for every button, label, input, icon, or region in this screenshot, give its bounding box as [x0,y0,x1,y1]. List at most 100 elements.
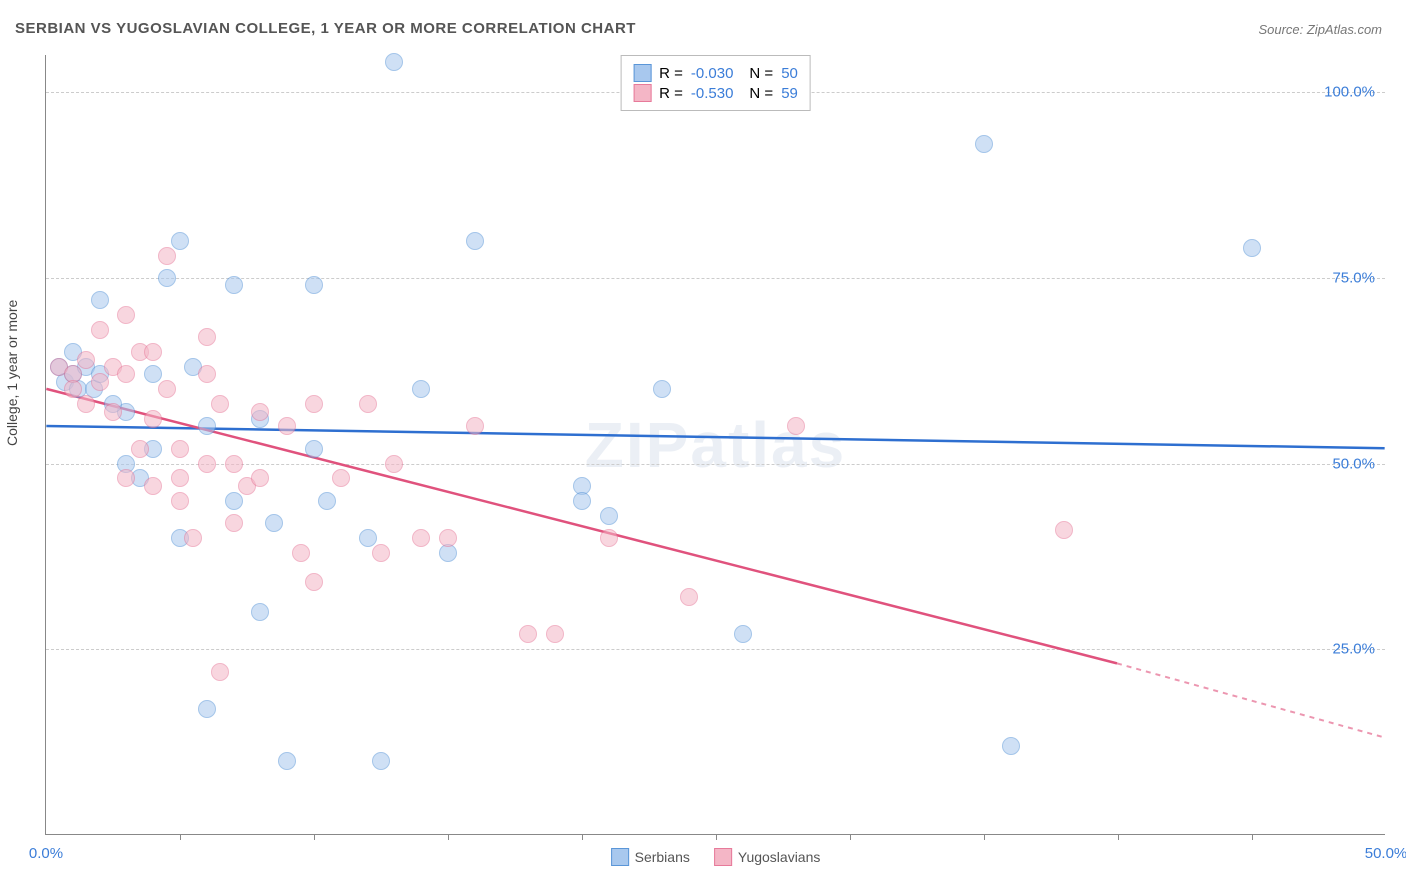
data-point [251,403,269,421]
chart-title: SERBIAN VS YUGOSLAVIAN COLLEGE, 1 YEAR O… [15,20,636,37]
data-point [131,440,149,458]
data-point [332,469,350,487]
data-point [171,469,189,487]
data-point [91,373,109,391]
gridline [46,278,1385,279]
data-point [292,544,310,562]
data-point [198,417,216,435]
data-point [77,351,95,369]
n-value-yugoslavians: 59 [781,85,798,102]
data-point [653,380,671,398]
data-point [117,469,135,487]
data-point [225,276,243,294]
legend-row-yugoslavians: R = -0.530 N = 59 [633,84,798,102]
data-point [144,365,162,383]
data-point [466,417,484,435]
r-value-yugoslavians: -0.530 [691,85,734,102]
data-point [211,395,229,413]
plot-area: ZIPatlas 25.0%50.0%75.0%100.0% 0.0%50.0%… [45,55,1385,835]
data-point [466,232,484,250]
data-point [171,492,189,510]
data-point [975,135,993,153]
xtick-mark [1252,834,1253,840]
ytick-label: 50.0% [1332,455,1375,472]
legend-swatch-icon [714,848,732,866]
data-point [680,588,698,606]
data-point [251,603,269,621]
data-point [734,625,752,643]
ytick-label: 75.0% [1332,269,1375,286]
data-point [519,625,537,643]
data-point [305,276,323,294]
data-point [158,269,176,287]
source-attribution: Source: ZipAtlas.com [1258,22,1382,37]
correlation-legend: R = -0.030 N = 50 R = -0.530 N = 59 [620,55,811,111]
data-point [278,752,296,770]
data-point [787,417,805,435]
data-point [600,529,618,547]
data-point [385,53,403,71]
data-point [225,455,243,473]
xtick-mark [716,834,717,840]
data-point [91,321,109,339]
trend-lines [46,55,1385,834]
data-point [305,395,323,413]
xtick-label: 50.0% [1365,845,1406,862]
data-point [77,395,95,413]
xtick-mark [448,834,449,840]
data-point [372,752,390,770]
data-point [359,529,377,547]
gridline [46,464,1385,465]
data-point [1055,521,1073,539]
data-point [91,291,109,309]
data-point [305,440,323,458]
xtick-mark [1118,834,1119,840]
data-point [251,469,269,487]
data-point [412,529,430,547]
xtick-mark [850,834,851,840]
legend-item-serbians: Serbians [611,848,690,866]
r-value-serbians: -0.030 [691,65,734,82]
data-point [211,663,229,681]
legend-swatch-yugoslavians [633,84,651,102]
data-point [385,455,403,473]
data-point [546,625,564,643]
legend-row-serbians: R = -0.030 N = 50 [633,64,798,82]
data-point [600,507,618,525]
xtick-mark [180,834,181,840]
watermark: ZIPatlas [585,408,846,482]
data-point [184,529,202,547]
data-point [372,544,390,562]
data-point [265,514,283,532]
legend-label: Serbians [635,849,690,865]
data-point [1002,737,1020,755]
data-point [278,417,296,435]
xtick-mark [984,834,985,840]
xtick-mark [582,834,583,840]
legend-swatch-serbians [633,64,651,82]
data-point [573,492,591,510]
y-axis-label: College, 1 year or more [4,300,20,446]
n-label: N = [749,85,773,102]
data-point [171,232,189,250]
gridline [46,649,1385,650]
r-label: R = [659,85,683,102]
data-point [144,477,162,495]
data-point [117,365,135,383]
data-point [198,700,216,718]
r-label: R = [659,65,683,82]
legend-item-yugoslavians: Yugoslavians [714,848,821,866]
data-point [198,365,216,383]
ytick-label: 25.0% [1332,641,1375,658]
data-point [225,492,243,510]
legend-swatch-icon [611,848,629,866]
series-legend: Serbians Yugoslavians [611,848,821,866]
data-point [144,410,162,428]
data-point [104,403,122,421]
n-label: N = [749,65,773,82]
data-point [158,247,176,265]
ytick-label: 100.0% [1324,84,1375,101]
data-point [318,492,336,510]
xtick-label: 0.0% [29,845,63,862]
n-value-serbians: 50 [781,65,798,82]
